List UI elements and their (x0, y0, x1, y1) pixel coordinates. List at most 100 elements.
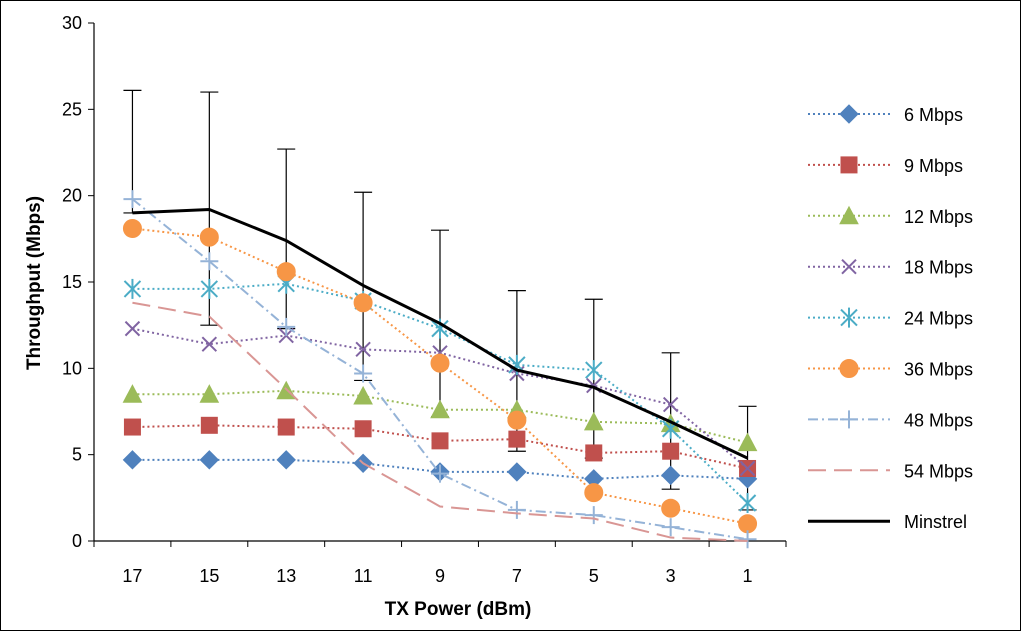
series-line (132, 227, 748, 525)
series-48-mbps (123, 190, 757, 549)
legend-marker (840, 410, 858, 429)
data-point (661, 498, 681, 518)
data-point (122, 450, 143, 470)
legend-item-36-mbps: 36 Mbps (808, 359, 973, 380)
legend-label: 18 Mbps (904, 258, 973, 278)
data-point (354, 420, 372, 438)
x-tick-labels: 17 15 13 11 9 7 5 3 1 (93, 541, 787, 586)
legend-label: Minstrel (904, 512, 967, 532)
data-point (123, 278, 142, 299)
data-point (507, 410, 527, 430)
y-tick-label: 30 (62, 13, 82, 33)
data-point (583, 411, 604, 431)
series-line (132, 389, 748, 444)
data-point (584, 483, 604, 503)
legend-item-54-mbps: 54 Mbps (808, 461, 973, 481)
y-tick-label: 0 (72, 531, 82, 551)
data-point (507, 500, 526, 519)
legend-label: 12 Mbps (904, 207, 973, 227)
legend-marker (841, 258, 857, 275)
data-point (200, 252, 219, 271)
legend-item-6-mbps: 6 Mbps (808, 104, 963, 125)
y-tick-label: 25 (62, 99, 82, 119)
legend-marker (839, 359, 859, 378)
series-36-mbps (122, 218, 758, 534)
data-point (199, 227, 219, 247)
data-point (430, 399, 450, 419)
series-54-mbps (132, 301, 748, 542)
data-point (124, 320, 141, 337)
data-point (277, 317, 296, 336)
x-tick-label: 3 (666, 566, 676, 586)
data-point (276, 450, 296, 470)
legend-marker (840, 307, 858, 328)
x-tick-label: 15 (199, 566, 219, 586)
legend-label: 48 Mbps (904, 410, 973, 430)
data-point (585, 360, 603, 381)
data-point (739, 460, 756, 477)
y-tick-label: 20 (62, 186, 82, 206)
x-tick-label: 7 (512, 566, 522, 586)
data-point (199, 450, 220, 470)
data-point (123, 418, 141, 436)
x-tick-label: 1 (743, 566, 753, 586)
legend-item-18-mbps: 18 Mbps (808, 258, 973, 278)
legend-item-12-mbps: 12 Mbps (808, 205, 973, 227)
data-point (200, 278, 219, 299)
data-point (201, 336, 218, 352)
data-point (199, 384, 220, 403)
x-tick-label: 9 (435, 566, 445, 586)
legend-marker (840, 156, 858, 174)
data-point (507, 462, 527, 482)
data-point (430, 353, 450, 373)
data-point (354, 364, 373, 383)
y-tick-label: 15 (62, 272, 82, 292)
data-point (738, 530, 757, 549)
data-point (660, 465, 681, 486)
y-tick-label: 10 (62, 358, 82, 378)
legend-label: 54 Mbps (904, 461, 973, 481)
y-tick-labels: 0 5 10 15 20 25 30 (62, 13, 94, 551)
legend-label: 6 Mbps (904, 105, 963, 125)
series-line (132, 207, 749, 460)
data-point (508, 430, 526, 448)
series-minstrel (132, 207, 749, 460)
series-group (122, 190, 758, 549)
legend: 6 Mbps 9 Mbps 12 Mbps 18 Mbps 24 Mbps 36 Mbps… (808, 104, 973, 532)
legend-item-minstrel: Minstrel (808, 512, 967, 532)
legend-item-9-mbps: 9 Mbps (808, 156, 963, 176)
legend-item-24-mbps: 24 Mbps (808, 307, 973, 329)
data-point (737, 432, 758, 452)
data-point (738, 493, 757, 514)
data-point (661, 518, 680, 537)
data-point (355, 341, 371, 358)
data-point (200, 416, 218, 434)
series-line (132, 301, 748, 542)
data-point (353, 293, 373, 313)
legend-label: 9 Mbps (904, 156, 963, 176)
data-point (738, 514, 758, 534)
data-point (277, 418, 295, 436)
data-point (431, 464, 449, 483)
data-point (122, 384, 143, 403)
legend-label: 24 Mbps (904, 309, 973, 329)
x-axis-title: TX Power (dBm) (385, 599, 532, 620)
data-point (662, 442, 680, 460)
legend-item-48-mbps: 48 Mbps (808, 410, 973, 430)
legend-marker (839, 205, 859, 225)
x-tick-label: 5 (589, 566, 599, 586)
data-point (122, 218, 142, 238)
data-point (431, 432, 449, 450)
x-tick-label: 11 (354, 566, 373, 586)
data-point (662, 396, 679, 413)
x-tick-label: 13 (276, 566, 296, 586)
x-tick-label: 17 (122, 566, 142, 586)
y-axis-title: Throughput (Mbps) (24, 196, 45, 370)
data-point (353, 385, 373, 405)
data-point (123, 190, 142, 209)
legend-marker (839, 104, 859, 124)
data-point (276, 262, 296, 282)
data-point (584, 506, 603, 525)
